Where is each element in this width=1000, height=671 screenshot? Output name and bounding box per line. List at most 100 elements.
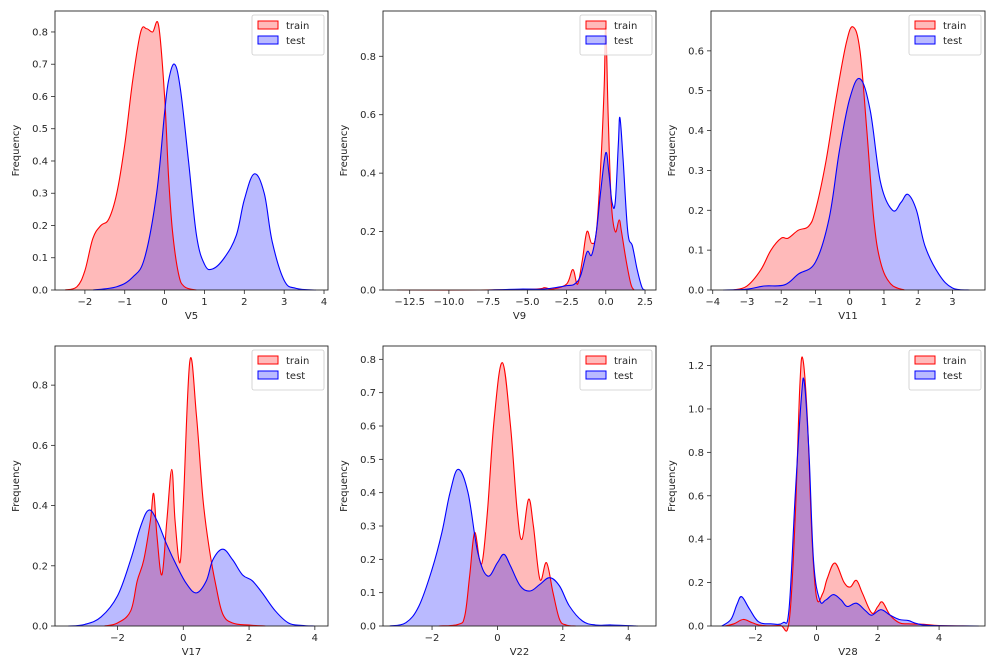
x-tick-label: 3 bbox=[949, 297, 955, 308]
kde-fill-train bbox=[104, 357, 266, 626]
legend-swatch-test bbox=[257, 35, 279, 45]
legend: train test bbox=[908, 14, 982, 56]
y-tick-label: 0.1 bbox=[32, 253, 48, 264]
plot-area bbox=[711, 346, 985, 626]
kde-fill-test bbox=[389, 469, 639, 626]
x-tick-label: −2 bbox=[774, 297, 789, 308]
kde-line-test bbox=[488, 116, 646, 291]
y-tick-label: 0.6 bbox=[688, 491, 704, 502]
x-tick-label: 0 bbox=[494, 633, 500, 644]
y-tick-label: 0.8 bbox=[360, 52, 376, 63]
y-tick-label: 0.6 bbox=[32, 441, 48, 452]
legend-box bbox=[908, 349, 982, 391]
subplot-v11: −4 −3 −2 −1 0 1 2 3 0.0 0.1 0.2 0.3 0.4 0.5 0.6 V11 Freq… bbox=[667, 10, 986, 322]
y-tick-label: 0.6 bbox=[360, 422, 376, 433]
subplot-v9: −12.5 −10.0 −7.5 −5.0 −2.5 0.0 2.5 0.0 0.2 0.4 0.6… bbox=[339, 10, 657, 322]
axes-frame bbox=[54, 345, 329, 627]
legend-swatch-test bbox=[257, 370, 279, 380]
legend-swatch-test bbox=[914, 35, 936, 45]
plot-area bbox=[383, 11, 656, 290]
y-tick-label: 0.1 bbox=[360, 588, 376, 599]
axes-frame bbox=[54, 10, 329, 291]
x-tick-label: 2 bbox=[915, 297, 921, 308]
y-tick-label: 0.4 bbox=[688, 126, 704, 137]
y-tick-label: 0.0 bbox=[688, 286, 704, 297]
x-tick-label: 0.0 bbox=[598, 297, 614, 308]
x-tick-label: 2 bbox=[875, 633, 881, 644]
legend-label-train: train bbox=[286, 356, 309, 367]
legend-swatch-test bbox=[914, 370, 936, 380]
y-tick-label: 0.5 bbox=[32, 124, 48, 135]
x-tick-label: 4 bbox=[625, 633, 631, 644]
kde-fill-test bbox=[722, 78, 970, 290]
y-tick-label: 0.2 bbox=[32, 221, 48, 232]
subplot-v17: −2 0 2 4 0.0 0.2 0.4 0.6 0.8 V17 Frequency train tes… bbox=[11, 345, 329, 658]
kde-line-test bbox=[389, 468, 639, 627]
y-tick-label: 0.2 bbox=[360, 227, 376, 238]
legend-swatch-train bbox=[257, 355, 279, 365]
x-axis-label: V28 bbox=[838, 647, 858, 658]
y-axis-label: Frequency bbox=[339, 125, 350, 177]
x-axis-label: V9 bbox=[513, 311, 526, 322]
x-tick-label: −12.5 bbox=[394, 297, 425, 308]
y-tick-label: 0.8 bbox=[32, 381, 48, 392]
axes-frame bbox=[382, 345, 657, 627]
x-tick-label: 2 bbox=[246, 633, 252, 644]
legend-label-test: test bbox=[286, 36, 305, 47]
x-tick-label: 4 bbox=[312, 633, 318, 644]
legend-label-train: train bbox=[614, 356, 637, 367]
legend-box bbox=[579, 14, 653, 56]
kde-line-train bbox=[438, 362, 576, 627]
x-tick-label: −3 bbox=[740, 297, 755, 308]
y-tick-label: 0.4 bbox=[32, 156, 48, 167]
x-tick-label: −2 bbox=[748, 633, 763, 644]
y-tick-label: 0.6 bbox=[360, 110, 376, 121]
x-tick-label: 2 bbox=[241, 297, 247, 308]
y-tick-label: 0.2 bbox=[688, 206, 704, 217]
kde-line-test bbox=[722, 77, 970, 291]
y-axis-label: Frequency bbox=[11, 460, 22, 512]
legend-swatch-train bbox=[585, 355, 607, 365]
legend-label-train: train bbox=[614, 21, 637, 32]
y-tick-label: 0.4 bbox=[360, 169, 376, 180]
x-tick-label: 2.5 bbox=[637, 297, 653, 308]
legend-swatch-test bbox=[585, 370, 607, 380]
y-tick-label: 0.6 bbox=[688, 46, 704, 57]
plot-area bbox=[711, 11, 985, 290]
x-tick-label: 1 bbox=[881, 297, 887, 308]
x-tick-label: −1 bbox=[117, 297, 132, 308]
y-tick-label: 0.7 bbox=[360, 388, 376, 399]
x-tick-label: 4 bbox=[321, 297, 327, 308]
kde-line-train bbox=[733, 26, 905, 291]
y-axis-label: Frequency bbox=[339, 460, 350, 512]
axes-frame bbox=[382, 10, 657, 291]
legend-label-train: train bbox=[286, 21, 309, 32]
y-tick-label: 0.6 bbox=[32, 92, 48, 103]
y-tick-label: 0.5 bbox=[688, 86, 704, 97]
x-axis-label: V17 bbox=[182, 647, 202, 658]
x-axis-label: V22 bbox=[510, 647, 530, 658]
y-tick-label: 0.4 bbox=[32, 501, 48, 512]
axes-frame bbox=[710, 345, 986, 627]
legend: train test bbox=[251, 14, 325, 56]
x-tick-label: −2 bbox=[110, 633, 125, 644]
y-tick-label: 0.5 bbox=[360, 455, 376, 466]
x-tick-label: 0 bbox=[180, 633, 186, 644]
y-tick-label: 0.8 bbox=[360, 355, 376, 366]
kde-line-test bbox=[92, 63, 317, 291]
legend-swatch-train bbox=[257, 20, 279, 30]
y-axis-label: Frequency bbox=[667, 460, 678, 512]
y-tick-label: 0.0 bbox=[32, 622, 48, 633]
y-tick-label: 0.4 bbox=[360, 488, 376, 499]
x-tick-label: 3 bbox=[281, 297, 287, 308]
plot-area bbox=[55, 11, 328, 290]
y-tick-label: 0.0 bbox=[360, 286, 376, 297]
y-tick-label: 0.0 bbox=[32, 286, 48, 297]
y-tick-label: 0.0 bbox=[360, 622, 376, 633]
legend-swatch-train bbox=[914, 20, 936, 30]
y-tick-label: 0.2 bbox=[360, 555, 376, 566]
x-tick-label: 2 bbox=[560, 633, 566, 644]
x-tick-label: −5.0 bbox=[515, 297, 539, 308]
kde-line-test bbox=[721, 377, 979, 627]
